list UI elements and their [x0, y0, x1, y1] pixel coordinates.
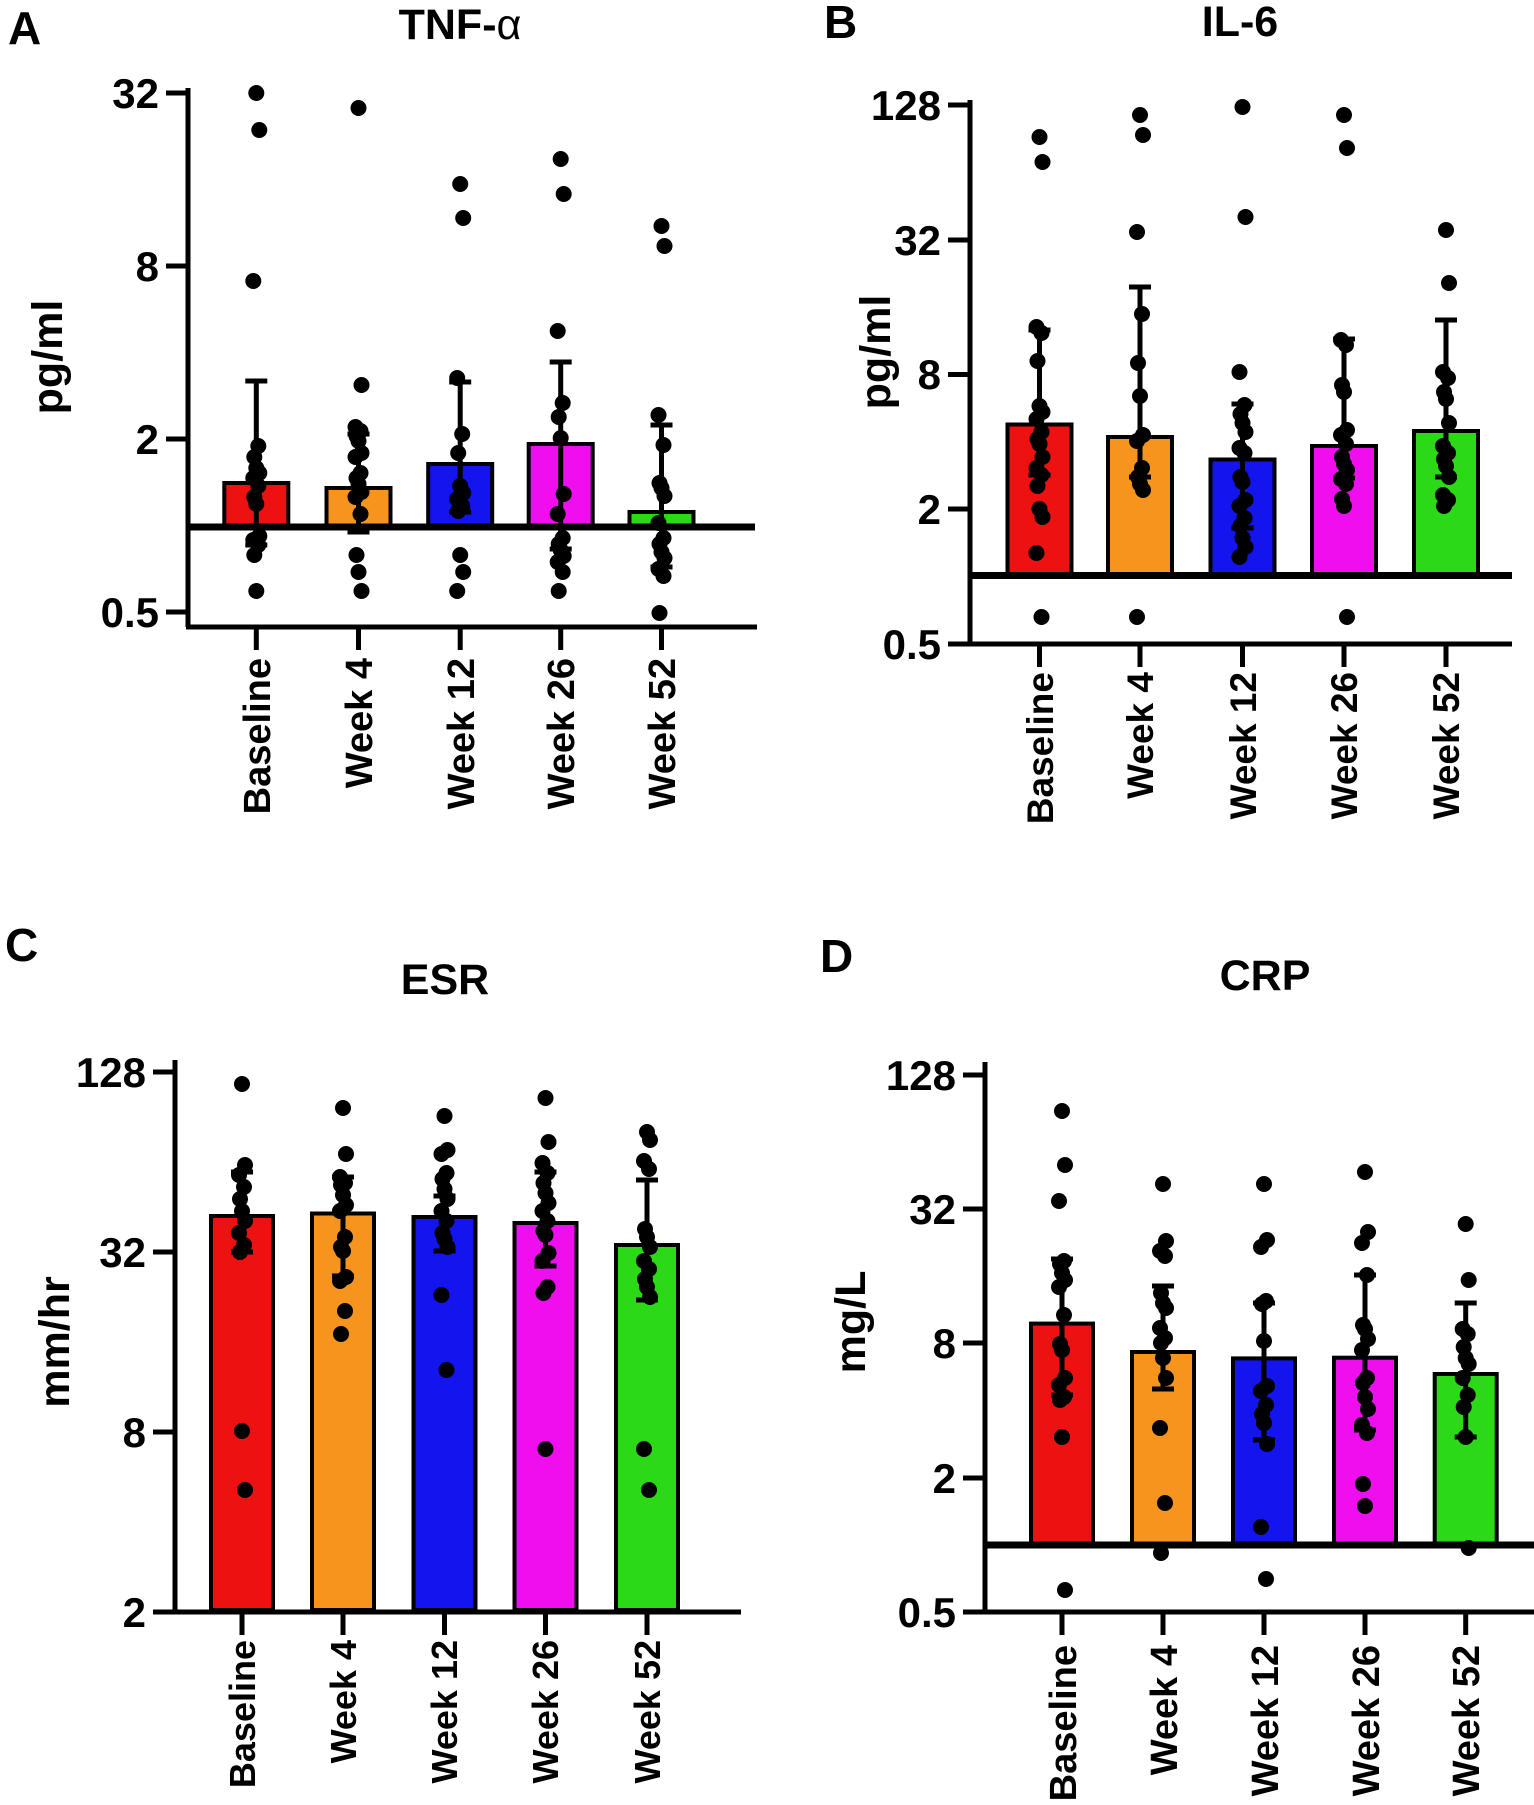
- svg-text:C: C: [5, 919, 38, 971]
- svg-text:mm/hr: mm/hr: [31, 1276, 79, 1408]
- svg-text:32: 32: [894, 217, 941, 264]
- svg-text:2: 2: [918, 486, 941, 533]
- svg-text:32: 32: [99, 1229, 146, 1276]
- svg-text:2: 2: [136, 416, 159, 463]
- svg-text:Week 52: Week 52: [1426, 672, 1467, 819]
- svg-text:8: 8: [136, 243, 159, 290]
- svg-text:Week 52: Week 52: [627, 1640, 668, 1783]
- svg-text:pg/ml: pg/ml: [24, 300, 72, 415]
- svg-text:32: 32: [909, 1186, 956, 1233]
- svg-text:Week 52: Week 52: [642, 658, 684, 809]
- svg-text:TNF-α: TNF-α: [399, 1, 522, 49]
- svg-text:pg/ml: pg/ml: [852, 295, 900, 410]
- svg-text:Baseline: Baseline: [1043, 1645, 1085, 1800]
- svg-text:B: B: [824, 0, 857, 48]
- svg-text:128: 128: [886, 1052, 956, 1099]
- svg-text:2: 2: [123, 1589, 146, 1636]
- svg-text:128: 128: [871, 82, 941, 129]
- svg-text:8: 8: [918, 351, 941, 398]
- svg-text:0.5: 0.5: [883, 621, 941, 668]
- svg-text:Baseline: Baseline: [222, 1640, 263, 1788]
- svg-text:Week 52: Week 52: [1446, 1645, 1488, 1796]
- svg-text:0.5: 0.5: [101, 589, 159, 636]
- svg-text:Week 26: Week 26: [1346, 1645, 1388, 1796]
- svg-text:32: 32: [112, 70, 159, 117]
- svg-text:Week 12: Week 12: [1223, 672, 1264, 819]
- svg-text:Week 12: Week 12: [1245, 1645, 1287, 1796]
- svg-text:Week 26: Week 26: [525, 1640, 566, 1783]
- svg-text:Week 4: Week 4: [323, 1640, 364, 1763]
- svg-text:IL-6: IL-6: [1202, 0, 1278, 46]
- svg-text:D: D: [820, 930, 853, 982]
- svg-text:8: 8: [933, 1320, 956, 1367]
- svg-text:mg/L: mg/L: [827, 1271, 875, 1374]
- svg-text:Week 4: Week 4: [1144, 1645, 1186, 1775]
- svg-text:Baseline: Baseline: [237, 658, 279, 814]
- svg-text:ESR: ESR: [401, 956, 489, 1004]
- svg-text:128: 128: [76, 1049, 146, 1096]
- svg-text:Week 4: Week 4: [339, 658, 381, 788]
- svg-text:Week 12: Week 12: [424, 1640, 465, 1783]
- svg-text:Week 12: Week 12: [441, 658, 483, 809]
- svg-text:8: 8: [123, 1409, 146, 1456]
- svg-text:Week 26: Week 26: [1324, 672, 1365, 819]
- svg-text:2: 2: [933, 1455, 956, 1502]
- svg-text:CRP: CRP: [1220, 952, 1311, 1000]
- svg-text:Week 4: Week 4: [1120, 672, 1161, 799]
- svg-text:Baseline: Baseline: [1020, 672, 1061, 824]
- svg-text:A: A: [8, 2, 41, 54]
- svg-text:Week 26: Week 26: [541, 658, 583, 809]
- svg-text:0.5: 0.5: [898, 1589, 956, 1636]
